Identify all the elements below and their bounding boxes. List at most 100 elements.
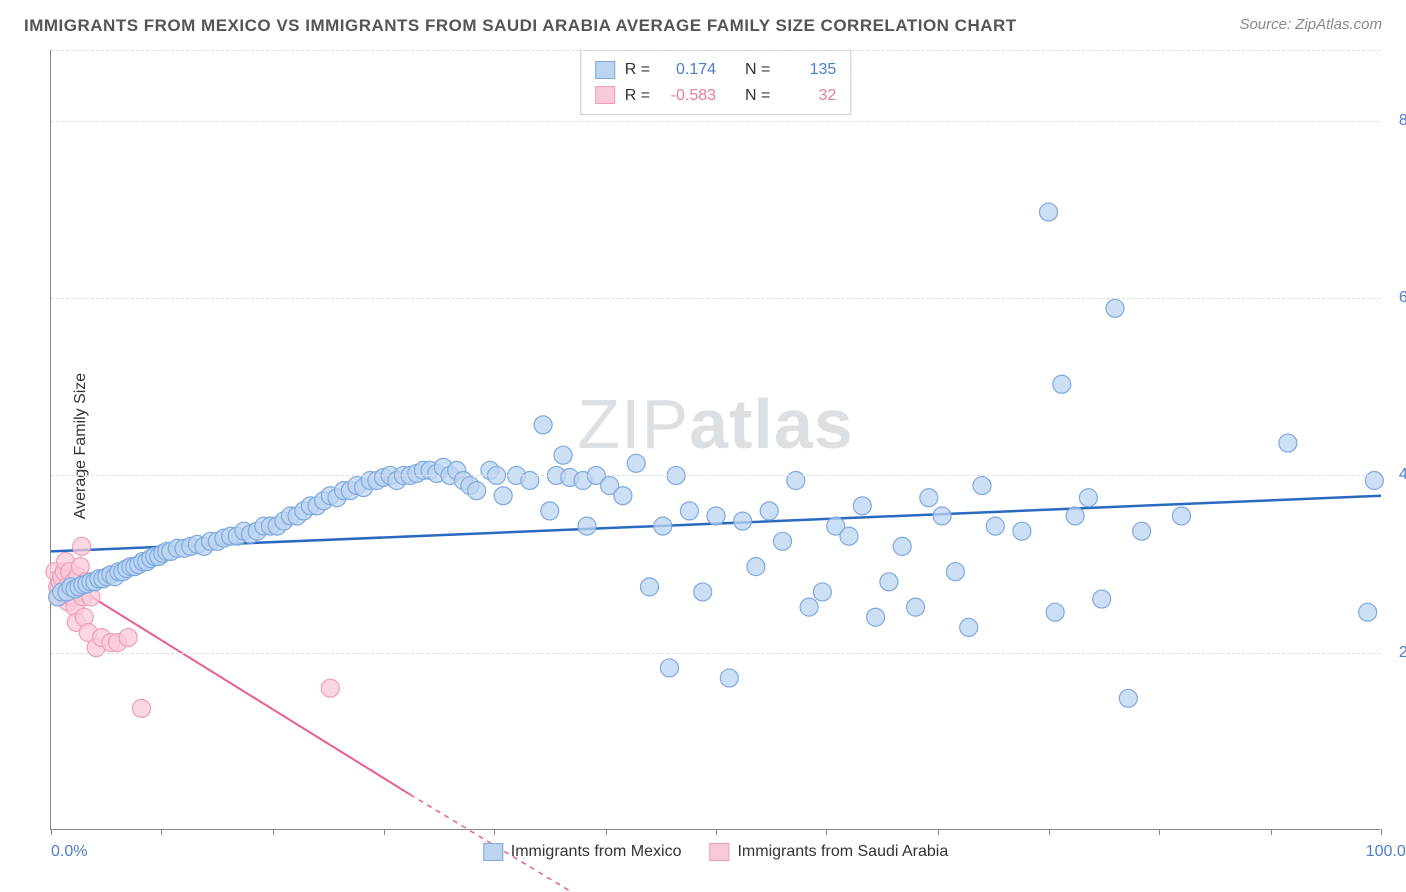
data-point <box>468 482 486 500</box>
data-point <box>1133 522 1151 540</box>
stat-n-label: N = <box>745 57 770 83</box>
x-tick <box>938 829 939 835</box>
data-point <box>321 679 339 697</box>
y-tick-label: 6.25 <box>1385 289 1406 307</box>
x-tick <box>51 829 52 835</box>
legend-label-saudi: Immigrants from Saudi Arabia <box>737 843 948 861</box>
data-point <box>760 502 778 520</box>
bottom-legend: Immigrants from Mexico Immigrants from S… <box>483 843 948 861</box>
data-point <box>747 558 765 576</box>
data-point <box>654 517 672 535</box>
data-point <box>1046 603 1064 621</box>
x-tick <box>716 829 717 835</box>
data-point <box>1359 603 1377 621</box>
gridline <box>51 50 1380 51</box>
data-point <box>1119 689 1137 707</box>
data-point <box>1279 434 1297 452</box>
gridline <box>51 653 1380 654</box>
data-point <box>1040 203 1058 221</box>
gridline <box>51 298 1380 299</box>
data-point <box>800 598 818 616</box>
data-point <box>1066 507 1084 525</box>
y-tick-label: 8.00 <box>1385 112 1406 130</box>
stats-box: R = 0.174 N = 135 R = -0.583 N = 32 <box>580 50 852 115</box>
data-point <box>73 537 91 555</box>
data-point <box>578 517 596 535</box>
stat-n-label: N = <box>745 83 770 109</box>
plot-area: ZIPatlas R = 0.174 N = 135 R = -0.583 N … <box>50 50 1380 830</box>
x-tick <box>494 829 495 835</box>
data-point <box>867 608 885 626</box>
x-tick <box>826 829 827 835</box>
data-point <box>614 487 632 505</box>
data-point <box>707 507 725 525</box>
stat-n-mexico: 135 <box>780 57 836 83</box>
stat-r-label: R = <box>625 83 650 109</box>
data-point <box>680 502 698 520</box>
legend-swatch-mexico <box>483 843 503 861</box>
data-point <box>1173 507 1191 525</box>
data-point <box>893 537 911 555</box>
stat-n-saudi: 32 <box>780 83 836 109</box>
legend-swatch-saudi <box>709 843 729 861</box>
data-point <box>907 598 925 616</box>
x-tick <box>161 829 162 835</box>
data-point <box>660 659 678 677</box>
data-point <box>787 472 805 490</box>
data-point <box>853 497 871 515</box>
x-axis-min-label: 0.0% <box>51 843 87 861</box>
legend-item-saudi: Immigrants from Saudi Arabia <box>709 843 948 861</box>
data-point <box>920 489 938 507</box>
stat-r-mexico: 0.174 <box>660 57 716 83</box>
data-point <box>534 416 552 434</box>
data-point <box>641 578 659 596</box>
data-point <box>880 573 898 591</box>
data-point <box>1093 590 1111 608</box>
gridline <box>51 121 1380 122</box>
chart-svg <box>51 50 1380 829</box>
data-point <box>734 512 752 530</box>
data-point <box>1013 522 1031 540</box>
data-point <box>694 583 712 601</box>
data-point <box>1053 375 1071 393</box>
data-point <box>986 517 1004 535</box>
chart-title: IMMIGRANTS FROM MEXICO VS IMMIGRANTS FRO… <box>24 16 1017 36</box>
swatch-saudi <box>595 86 615 104</box>
stats-row-saudi: R = -0.583 N = 32 <box>595 83 837 109</box>
data-point <box>521 472 539 490</box>
x-tick <box>1159 829 1160 835</box>
data-point <box>132 699 150 717</box>
data-point <box>554 446 572 464</box>
source-text: Source: ZipAtlas.com <box>1239 16 1382 33</box>
data-point <box>1365 472 1383 490</box>
data-point <box>946 563 964 581</box>
gridline <box>51 475 1380 476</box>
swatch-mexico <box>595 61 615 79</box>
data-point <box>933 507 951 525</box>
trend-line <box>51 572 410 795</box>
legend-item-mexico: Immigrants from Mexico <box>483 843 682 861</box>
y-tick-label: 2.75 <box>1385 644 1406 662</box>
data-point <box>494 487 512 505</box>
data-point <box>1079 489 1097 507</box>
x-tick <box>1381 829 1382 835</box>
stats-row-mexico: R = 0.174 N = 135 <box>595 57 837 83</box>
stat-r-label: R = <box>625 57 650 83</box>
data-point <box>1106 299 1124 317</box>
data-point <box>119 629 137 647</box>
data-point <box>973 477 991 495</box>
data-point <box>720 669 738 687</box>
x-tick <box>384 829 385 835</box>
y-tick-label: 4.50 <box>1385 466 1406 484</box>
data-point <box>774 532 792 550</box>
stat-r-saudi: -0.583 <box>660 83 716 109</box>
data-point <box>541 502 559 520</box>
x-axis-max-label: 100.0% <box>1366 843 1406 861</box>
data-point <box>960 618 978 636</box>
x-tick <box>1049 829 1050 835</box>
data-point <box>840 527 858 545</box>
data-point <box>627 454 645 472</box>
data-point <box>813 583 831 601</box>
legend-label-mexico: Immigrants from Mexico <box>511 843 682 861</box>
x-tick <box>606 829 607 835</box>
